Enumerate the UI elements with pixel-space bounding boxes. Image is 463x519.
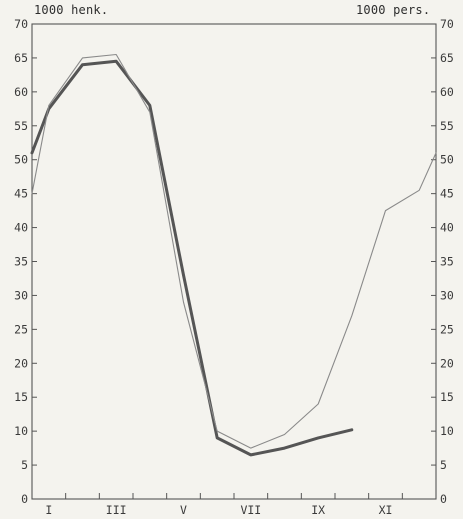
- right-y-tick-label: 40: [440, 221, 454, 235]
- right-y-tick-label: 60: [440, 85, 454, 99]
- right-axis-unit-label: 1000 pers.: [356, 3, 431, 17]
- left-y-tick-label: 35: [14, 255, 28, 269]
- right-y-tick-label: 30: [440, 288, 454, 302]
- left-y-tick-label: 40: [14, 221, 28, 235]
- left-axis-unit-label: 1000 henk.: [34, 3, 109, 17]
- left-y-tick-label: 5: [21, 458, 28, 472]
- left-y-tick-label: 15: [14, 390, 28, 404]
- right-y-tick-label: 50: [440, 153, 454, 167]
- x-tick-label: I: [45, 503, 52, 517]
- right-y-tick-label: 0: [440, 492, 447, 506]
- right-y-tick-label: 25: [440, 322, 454, 336]
- right-y-tick-label: 55: [440, 119, 454, 133]
- right-y-tick-label: 20: [440, 356, 454, 370]
- left-y-tick-label: 30: [14, 288, 28, 302]
- left-y-tick-label: 0: [21, 492, 28, 506]
- left-y-tick-label: 65: [14, 51, 28, 65]
- thin-series-line: [31, 53, 437, 449]
- left-y-tick-label: 50: [14, 153, 28, 167]
- x-tick-label: IX: [311, 503, 325, 517]
- right-y-tick-label: 45: [440, 187, 454, 201]
- right-y-tick-label: 15: [440, 390, 454, 404]
- left-y-tick-label: 70: [14, 17, 28, 31]
- thick-series-line: [30, 59, 354, 457]
- x-tick-label: XI: [379, 503, 393, 517]
- x-tick-label: III: [106, 503, 127, 517]
- left-y-tick-label: 60: [14, 85, 28, 99]
- right-y-tick-label: 35: [440, 255, 454, 269]
- right-y-tick-label: 10: [440, 424, 454, 438]
- left-y-tick-label: 10: [14, 424, 28, 438]
- x-tick-label: VII: [240, 503, 261, 517]
- right-y-tick-label: 65: [440, 51, 454, 65]
- left-y-tick-label: 45: [14, 187, 28, 201]
- right-y-tick-label: 5: [440, 458, 447, 472]
- x-tick-label: V: [180, 503, 187, 517]
- left-y-tick-label: 55: [14, 119, 28, 133]
- right-y-tick-label: 70: [440, 17, 454, 31]
- left-y-tick-label: 20: [14, 356, 28, 370]
- left-y-tick-label: 25: [14, 322, 28, 336]
- plot-frame: [31, 23, 437, 500]
